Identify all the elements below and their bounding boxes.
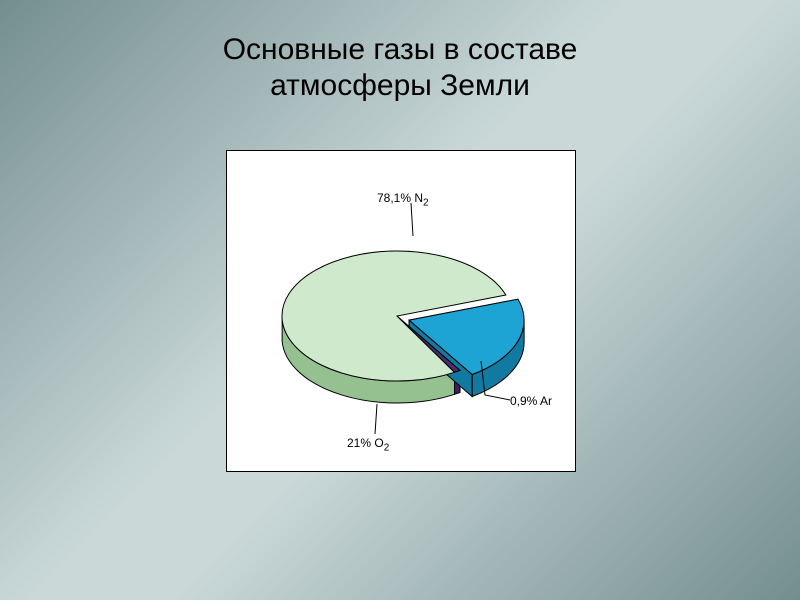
slide-title: Основные газы в составеатмосферы Земли bbox=[0, 32, 800, 104]
chart-label: 21% O2 bbox=[347, 436, 389, 453]
pie-chart-box: 78,1% N2 21% O2 0,9% Ar bbox=[226, 150, 576, 472]
slide: Основные газы в составеатмосферы Земли 7… bbox=[0, 0, 800, 600]
chart-label: 0,9% Ar bbox=[510, 394, 552, 408]
chart-label: 78,1% N2 bbox=[377, 191, 429, 208]
